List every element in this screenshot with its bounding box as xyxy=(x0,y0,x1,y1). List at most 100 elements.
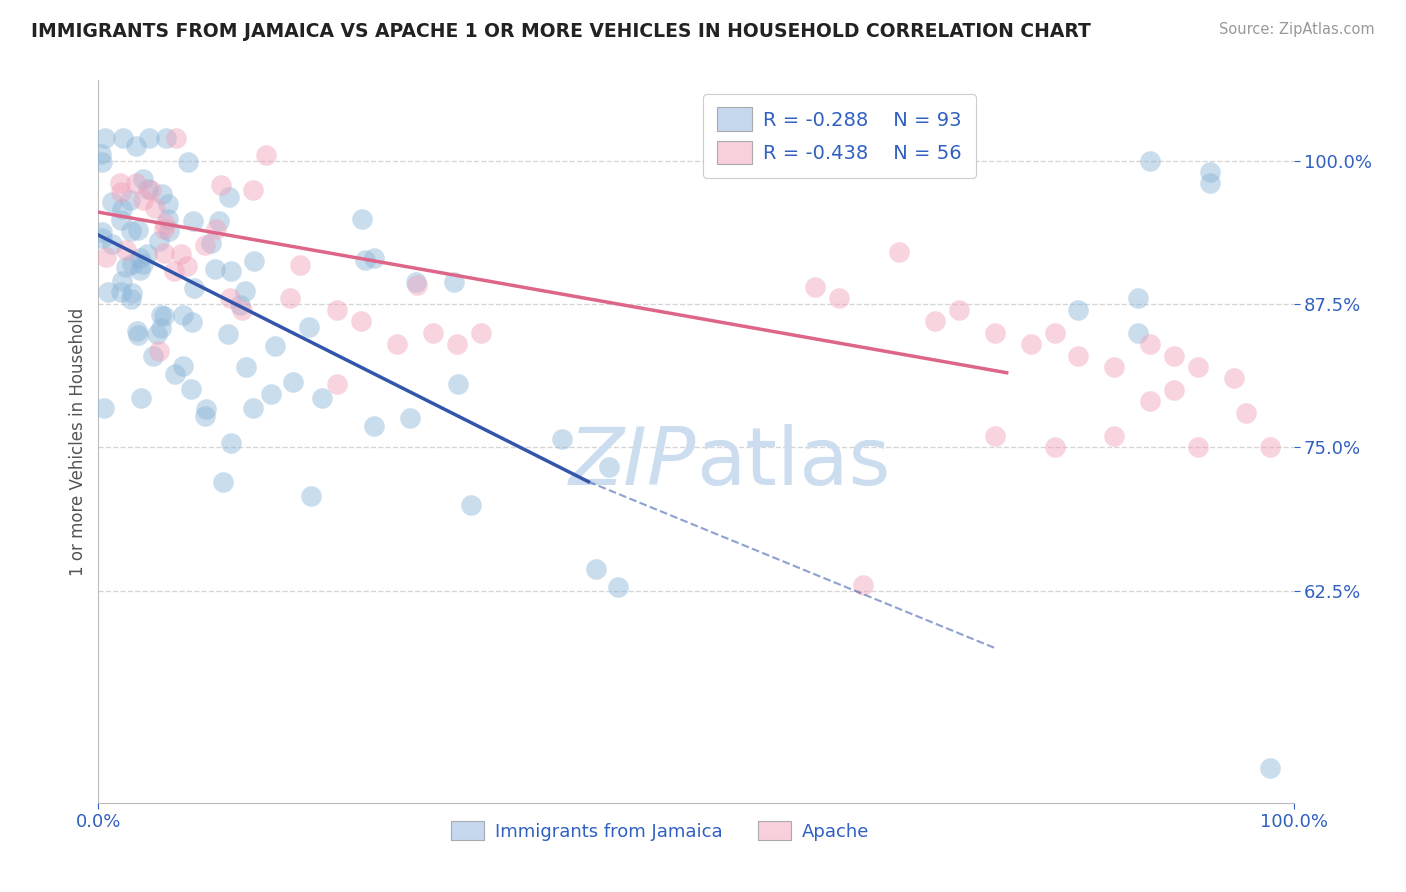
Point xyxy=(398,411,420,425)
Point xyxy=(204,221,226,235)
Point xyxy=(1104,429,1126,443)
Point xyxy=(1043,440,1066,454)
Point xyxy=(94,250,117,264)
Point xyxy=(1128,291,1150,305)
Point xyxy=(1199,177,1222,191)
Point xyxy=(1128,326,1150,340)
Point xyxy=(924,314,946,328)
Point xyxy=(1019,337,1042,351)
Point xyxy=(311,392,333,406)
Point xyxy=(156,197,179,211)
Point xyxy=(129,251,152,265)
Point xyxy=(132,193,155,207)
Point xyxy=(948,302,970,317)
Point xyxy=(1163,349,1185,363)
Point xyxy=(110,212,132,227)
Point xyxy=(129,392,152,406)
Point xyxy=(152,246,174,260)
Point xyxy=(148,234,170,248)
Point xyxy=(219,436,242,450)
Point xyxy=(363,251,385,265)
Point xyxy=(91,154,114,169)
Point xyxy=(177,155,200,169)
Point xyxy=(132,172,155,186)
Point xyxy=(852,578,875,592)
Point xyxy=(200,235,222,250)
Point xyxy=(1163,383,1185,397)
Point xyxy=(138,130,160,145)
Point xyxy=(1043,326,1066,340)
Point xyxy=(194,409,217,423)
Point xyxy=(984,326,1007,340)
Point xyxy=(422,326,444,340)
Point xyxy=(301,489,323,503)
Point xyxy=(219,291,242,305)
Point xyxy=(146,326,169,341)
Point xyxy=(163,264,186,278)
Point xyxy=(111,202,134,216)
Point xyxy=(115,244,138,258)
Y-axis label: 1 or more Vehicles in Household: 1 or more Vehicles in Household xyxy=(69,308,87,575)
Point xyxy=(208,213,231,227)
Point xyxy=(889,245,911,260)
Point xyxy=(150,187,173,202)
Point xyxy=(264,339,287,353)
Point xyxy=(121,286,143,301)
Point xyxy=(90,231,112,245)
Point xyxy=(1258,761,1281,775)
Point xyxy=(405,277,427,292)
Point xyxy=(1223,371,1246,385)
Point xyxy=(152,309,174,323)
Point xyxy=(135,247,157,261)
Point xyxy=(1187,440,1209,454)
Point xyxy=(278,291,301,305)
Point xyxy=(585,562,607,576)
Point xyxy=(209,178,232,193)
Point xyxy=(242,183,264,197)
Point xyxy=(1199,165,1222,179)
Point xyxy=(260,387,283,401)
Point xyxy=(165,130,187,145)
Point xyxy=(136,182,159,196)
Point xyxy=(443,275,465,289)
Point xyxy=(153,221,176,235)
Point xyxy=(984,429,1007,443)
Point xyxy=(385,337,409,351)
Point xyxy=(101,194,124,209)
Point xyxy=(254,147,277,161)
Point xyxy=(1258,440,1281,454)
Point xyxy=(142,349,165,363)
Point xyxy=(204,261,226,276)
Point xyxy=(124,176,146,190)
Point xyxy=(111,274,134,288)
Point xyxy=(110,285,132,300)
Point xyxy=(218,190,240,204)
Point xyxy=(326,377,349,392)
Point xyxy=(354,252,377,267)
Point xyxy=(157,224,180,238)
Point xyxy=(170,247,193,261)
Point xyxy=(91,225,114,239)
Point xyxy=(460,498,482,512)
Point xyxy=(165,367,187,381)
Legend: Immigrants from Jamaica, Apache: Immigrants from Jamaica, Apache xyxy=(444,814,876,848)
Point xyxy=(111,130,134,145)
Point xyxy=(219,264,242,278)
Point xyxy=(114,260,136,274)
Point xyxy=(93,131,115,145)
Point xyxy=(350,212,373,227)
Point xyxy=(326,302,349,317)
Point xyxy=(447,377,470,392)
Point xyxy=(297,320,319,334)
Point xyxy=(149,308,172,322)
Point xyxy=(157,212,180,227)
Text: IMMIGRANTS FROM JAMAICA VS APACHE 1 OR MORE VEHICLES IN HOUSEHOLD CORRELATION CH: IMMIGRANTS FROM JAMAICA VS APACHE 1 OR M… xyxy=(31,22,1091,41)
Point xyxy=(194,238,217,252)
Point xyxy=(551,432,574,446)
Point xyxy=(97,285,120,300)
Point xyxy=(228,298,250,312)
Point xyxy=(101,237,124,252)
Point xyxy=(1104,359,1126,374)
Text: ZIP: ZIP xyxy=(568,425,696,502)
Point xyxy=(804,279,827,293)
